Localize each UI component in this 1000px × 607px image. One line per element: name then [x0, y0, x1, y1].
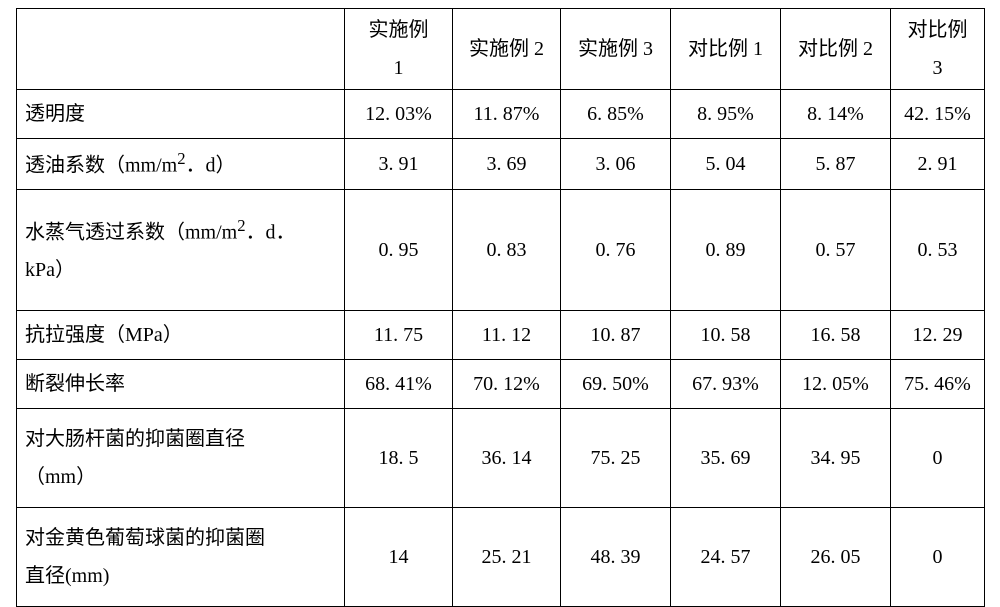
cell: 0. 76 [561, 189, 671, 310]
cell: 0. 57 [781, 189, 891, 310]
table-row: 断裂伸长率68. 41%70. 12%69. 50%67. 93%12. 05%… [17, 359, 985, 408]
table-container: 实施例1 实施例 2 实施例 3 对比例 1 对比例 2 对比例3 透明度12.… [0, 0, 1000, 586]
row-label: 透明度 [17, 90, 345, 139]
cell: 70. 12% [453, 359, 561, 408]
cell: 2. 91 [891, 139, 985, 190]
col-header-3: 实施例 3 [561, 9, 671, 90]
cell: 68. 41% [345, 359, 453, 408]
cell: 35. 69 [671, 408, 781, 507]
col-header-5: 对比例 2 [781, 9, 891, 90]
row-label: 断裂伸长率 [17, 359, 345, 408]
cell: 18. 5 [345, 408, 453, 507]
table-header-row: 实施例1 实施例 2 实施例 3 对比例 1 对比例 2 对比例3 [17, 9, 985, 90]
cell: 12. 03% [345, 90, 453, 139]
cell: 6. 85% [561, 90, 671, 139]
cell: 0. 53 [891, 189, 985, 310]
row-label: 抗拉强度（MPa） [17, 310, 345, 359]
row-label: 水蒸气透过系数（mm/m2．d．kPa） [17, 189, 345, 310]
table-row: 抗拉强度（MPa）11. 7511. 1210. 8710. 5816. 581… [17, 310, 985, 359]
cell: 0. 95 [345, 189, 453, 310]
col-header-6: 对比例3 [891, 9, 985, 90]
cell: 16. 58 [781, 310, 891, 359]
table-body: 透明度12. 03%11. 87%6. 85%8. 95%8. 14%42. 1… [17, 90, 985, 607]
col-header-2: 实施例 2 [453, 9, 561, 90]
cell: 25. 21 [453, 507, 561, 606]
cell: 3. 91 [345, 139, 453, 190]
cell: 14 [345, 507, 453, 606]
cell: 8. 95% [671, 90, 781, 139]
cell: 11. 75 [345, 310, 453, 359]
row-label: 透油系数（mm/m2．d） [17, 139, 345, 190]
col-header-4: 对比例 1 [671, 9, 781, 90]
cell: 12. 29 [891, 310, 985, 359]
cell: 69. 50% [561, 359, 671, 408]
col-header-0 [17, 9, 345, 90]
cell: 5. 87 [781, 139, 891, 190]
cell: 67. 93% [671, 359, 781, 408]
cell: 12. 05% [781, 359, 891, 408]
cell: 0 [891, 507, 985, 606]
cell: 3. 69 [453, 139, 561, 190]
cell: 26. 05 [781, 507, 891, 606]
cell: 0. 89 [671, 189, 781, 310]
table-row: 透明度12. 03%11. 87%6. 85%8. 95%8. 14%42. 1… [17, 90, 985, 139]
col-header-1: 实施例1 [345, 9, 453, 90]
cell: 10. 58 [671, 310, 781, 359]
cell: 36. 14 [453, 408, 561, 507]
cell: 0 [891, 408, 985, 507]
cell: 24. 57 [671, 507, 781, 606]
cell: 8. 14% [781, 90, 891, 139]
cell: 0. 83 [453, 189, 561, 310]
data-table: 实施例1 实施例 2 实施例 3 对比例 1 对比例 2 对比例3 透明度12.… [16, 8, 985, 607]
cell: 5. 04 [671, 139, 781, 190]
table-row: 透油系数（mm/m2．d）3. 913. 693. 065. 045. 872.… [17, 139, 985, 190]
cell: 75. 46% [891, 359, 985, 408]
cell: 34. 95 [781, 408, 891, 507]
cell: 48. 39 [561, 507, 671, 606]
row-label: 对金黄色葡萄球菌的抑菌圈直径(mm) [17, 507, 345, 606]
cell: 10. 87 [561, 310, 671, 359]
cell: 11. 87% [453, 90, 561, 139]
row-label: 对大肠杆菌的抑菌圈直径（mm） [17, 408, 345, 507]
table-row: 水蒸气透过系数（mm/m2．d．kPa）0. 950. 830. 760. 89… [17, 189, 985, 310]
table-row: 对金黄色葡萄球菌的抑菌圈直径(mm)1425. 2148. 3924. 5726… [17, 507, 985, 606]
cell: 11. 12 [453, 310, 561, 359]
table-row: 对大肠杆菌的抑菌圈直径（mm）18. 536. 1475. 2535. 6934… [17, 408, 985, 507]
cell: 3. 06 [561, 139, 671, 190]
cell: 75. 25 [561, 408, 671, 507]
cell: 42. 15% [891, 90, 985, 139]
